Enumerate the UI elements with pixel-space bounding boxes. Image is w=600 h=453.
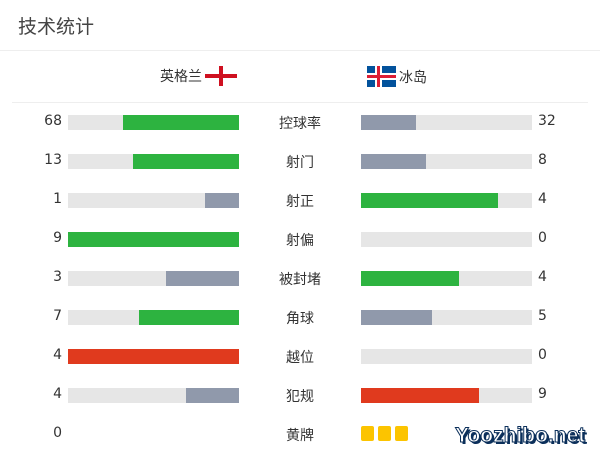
stat-label: 射正 [286, 194, 314, 210]
home-bar [68, 271, 239, 286]
home-team: 英格兰 [160, 66, 237, 86]
away-bar [361, 388, 532, 403]
home-team-name: 英格兰 [160, 69, 202, 85]
home-bar-fill [204, 193, 239, 208]
away-bar-fill [361, 310, 433, 325]
away-bar-fill [361, 154, 427, 169]
home-value: 9 [53, 230, 62, 246]
home-bar [68, 193, 239, 208]
home-bar [68, 310, 239, 325]
away-value: 8 [538, 152, 547, 168]
away-value: 4 [538, 191, 547, 207]
away-bar [361, 154, 532, 169]
home-value: 4 [53, 347, 62, 363]
home-value: 0 [53, 425, 62, 441]
away-bar-fill [361, 388, 480, 403]
away-value: 0 [538, 230, 547, 246]
away-bar-fill [361, 115, 416, 130]
home-bar [68, 388, 239, 403]
home-bar-fill [133, 154, 239, 169]
away-value: 4 [538, 269, 547, 285]
away-bar [361, 115, 532, 130]
divider [0, 50, 600, 51]
stat-row: 9 射偏 0 [0, 229, 600, 249]
away-yellow-cards [361, 426, 408, 441]
stat-row: 68 控球率 32 [0, 112, 600, 132]
stat-row: 7 角球 5 [0, 307, 600, 327]
home-bar-fill [165, 271, 239, 286]
england-flag-icon [205, 66, 237, 86]
watermark: Yoozhibo.net [454, 424, 586, 448]
stat-row: 1 射正 4 [0, 190, 600, 210]
away-value: 9 [538, 386, 547, 402]
stat-row-yellow-cards: 0 黄牌 [0, 424, 600, 444]
divider [12, 102, 588, 103]
stat-label: 越位 [286, 350, 314, 366]
away-team-name: 冰岛 [399, 69, 427, 86]
home-value: 1 [53, 191, 62, 207]
home-value: 68 [44, 113, 62, 129]
home-value: 3 [53, 269, 62, 285]
home-bar-fill [68, 349, 239, 364]
home-bar [68, 232, 239, 247]
stat-row: 4 犯规 9 [0, 385, 600, 405]
home-bar-fill [122, 115, 239, 130]
stat-row: 3 被封堵 4 [0, 268, 600, 288]
stat-row: 4 越位 0 [0, 346, 600, 366]
page-title: 技术统计 [18, 16, 95, 38]
stat-label: 射偏 [286, 233, 314, 249]
away-bar [361, 349, 532, 364]
home-value: 4 [53, 386, 62, 402]
away-bar-fill [361, 271, 459, 286]
stat-label: 犯规 [286, 389, 314, 405]
away-bar [361, 193, 532, 208]
stat-label: 控球率 [279, 116, 321, 132]
yellow-card-icon [395, 426, 408, 441]
away-value: 5 [538, 308, 547, 324]
home-bar [68, 349, 239, 364]
away-bar-fill [361, 193, 498, 208]
away-bar [361, 310, 532, 325]
stat-label: 被封堵 [279, 272, 321, 288]
stat-label: 射门 [286, 155, 314, 171]
home-bar-fill [186, 388, 239, 403]
home-value: 13 [44, 152, 62, 168]
home-bar-fill [68, 232, 239, 247]
yellow-card-icon [361, 426, 374, 441]
away-value: 0 [538, 347, 547, 363]
stat-label: 角球 [286, 311, 314, 327]
away-bar [361, 271, 532, 286]
away-value: 32 [538, 113, 556, 129]
away-bar [361, 232, 532, 247]
iceland-flag-icon [367, 66, 396, 87]
away-team: 冰岛 [367, 66, 427, 87]
home-bar [68, 154, 239, 169]
home-value: 7 [53, 308, 62, 324]
stat-row: 13 射门 8 [0, 151, 600, 171]
home-bar [68, 115, 239, 130]
yellow-card-icon [378, 426, 391, 441]
home-bar-fill [139, 310, 239, 325]
stat-label: 黄牌 [286, 428, 314, 444]
